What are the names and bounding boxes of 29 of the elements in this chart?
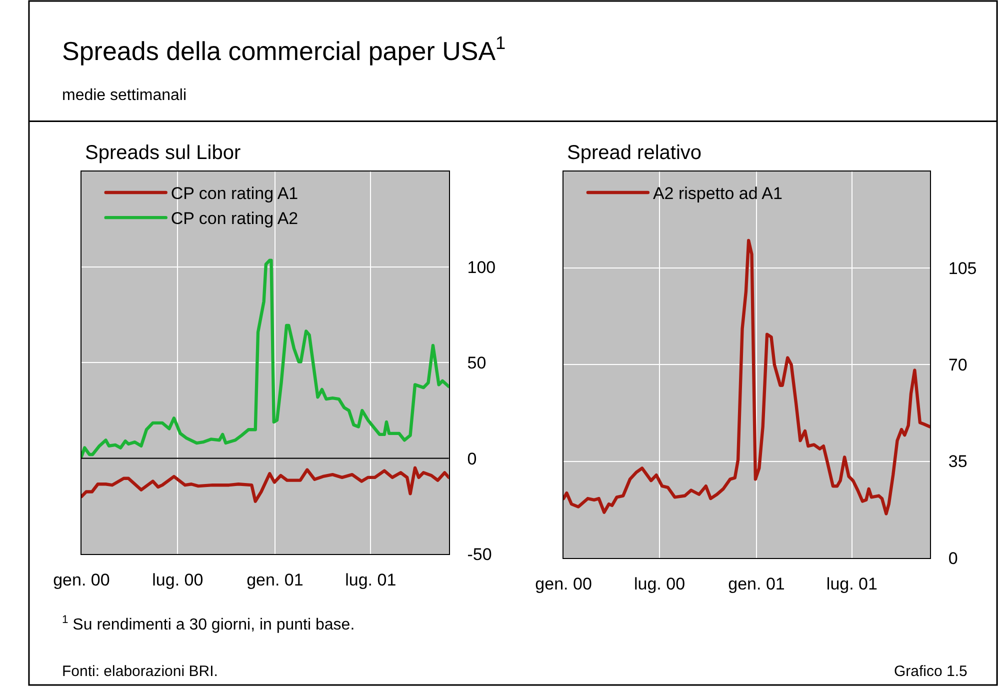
- line-series: [81, 466, 449, 503]
- x-tick-label: lug. 00: [152, 570, 204, 590]
- y-tick-label: 0: [467, 449, 477, 468]
- y-tick-label: 105: [948, 259, 977, 278]
- text: Spreads della commercial paper USA$^{1}$: [62, 33, 506, 66]
- line-series: [564, 238, 930, 516]
- x-tick-label: gen. 01: [246, 570, 304, 590]
- legend-label: CP con rating A1: [170, 184, 298, 204]
- legend-label: A2 rispetto ad A1: [652, 184, 782, 204]
- legend-label: CP con rating A2: [170, 209, 298, 228]
- y-tick-label: 100: [467, 258, 496, 278]
- x-tick-label: lug. 01: [345, 570, 396, 590]
- x-tick-label: gen. 00: [535, 574, 592, 594]
- y-tick-label: 0: [948, 548, 958, 568]
- chart-title: Spread relativo: [567, 142, 702, 164]
- y-tick-label: 50: [467, 354, 486, 373]
- y-tick-label: 70: [948, 356, 968, 375]
- y-tick-label: 35: [948, 452, 968, 472]
- x-tick-label: gen. 01: [728, 574, 785, 594]
- text: medie settimanali: [62, 87, 186, 104]
- y-tick-label: -50: [467, 544, 492, 564]
- text: $^{1}$ Su rendimenti a 30 giorni, in punti base.: [62, 614, 355, 634]
- x-tick-label: gen. 00: [53, 570, 110, 590]
- text: Fonti: elaborazioni BRI.: [62, 663, 218, 680]
- chart-title: Spreads sul Libor: [85, 142, 241, 164]
- text: Grafico 1.5: [894, 663, 968, 680]
- x-tick-label: lug. 00: [634, 574, 686, 594]
- line-series: [81, 258, 449, 458]
- x-tick-label: lug. 01: [826, 574, 878, 594]
